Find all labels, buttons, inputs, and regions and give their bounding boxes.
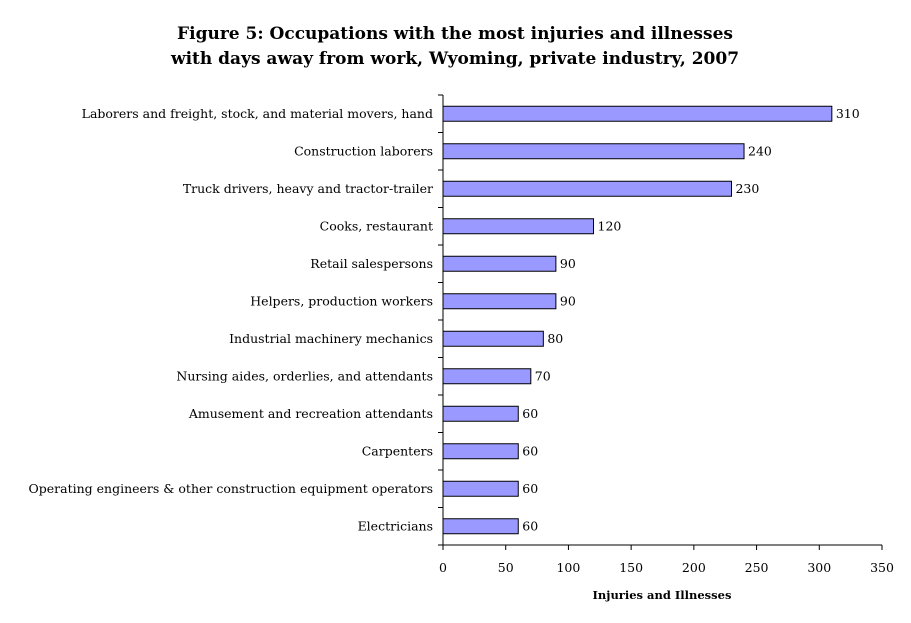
category-label-8: Amusement and recreation attendants xyxy=(188,406,433,421)
x-tick-label-1: 50 xyxy=(498,560,514,575)
value-label-2: 230 xyxy=(735,181,759,196)
x-tick-label-2: 100 xyxy=(556,560,580,575)
bar-7 xyxy=(442,368,532,385)
value-label-1: 240 xyxy=(748,143,772,158)
bar-10 xyxy=(442,480,519,497)
bar-1 xyxy=(442,143,745,160)
category-label-6: Industrial machinery mechanics xyxy=(229,331,433,346)
x-tick-label-0: 0 xyxy=(439,560,447,575)
x-tick-label-3: 150 xyxy=(619,560,643,575)
value-label-11: 60 xyxy=(522,518,538,533)
category-labels-group: Laborers and freight, stock, and materia… xyxy=(29,106,433,534)
x-axis-title: Injuries and Illnesses xyxy=(593,588,732,602)
x-tick-label-7: 350 xyxy=(870,560,894,575)
x-tick-label-5: 250 xyxy=(745,560,769,575)
value-label-4: 90 xyxy=(560,256,576,271)
category-label-2: Truck drivers, heavy and tractor-trailer xyxy=(183,181,433,196)
bars-group xyxy=(442,105,833,535)
category-label-11: Electricians xyxy=(358,518,433,533)
chart-title-line-1: Figure 5: Occupations with the most inju… xyxy=(177,24,733,44)
x-tick-label-6: 300 xyxy=(807,560,831,575)
value-label-5: 90 xyxy=(560,293,576,308)
category-label-3: Cooks, restaurant xyxy=(320,218,433,233)
chart-title-line-2: with days away from work, Wyoming, priva… xyxy=(170,49,739,69)
value-label-9: 60 xyxy=(522,443,538,458)
value-label-3: 120 xyxy=(598,218,622,233)
category-label-5: Helpers, production workers xyxy=(250,293,433,308)
x-axis-ticks-group: 0 50 100 150 200 250 300 350 xyxy=(439,545,894,575)
category-label-4: Retail salespersons xyxy=(310,256,433,271)
bar-11 xyxy=(442,518,519,535)
bar-8 xyxy=(442,405,519,422)
value-label-8: 60 xyxy=(522,406,538,421)
value-label-7: 70 xyxy=(535,368,551,383)
bar-4 xyxy=(442,255,557,272)
y-axis-ticks-group xyxy=(438,94,443,546)
category-label-1: Construction laborers xyxy=(294,143,433,158)
bar-5 xyxy=(442,293,557,310)
category-label-0: Laborers and freight, stock, and materia… xyxy=(82,106,433,121)
x-tick-label-4: 200 xyxy=(682,560,706,575)
category-label-9: Carpenters xyxy=(362,443,433,458)
value-label-0: 310 xyxy=(836,106,860,121)
bar-6 xyxy=(442,330,544,347)
value-labels-group: 310 240 230 120 90 90 80 70 60 60 60 60 xyxy=(522,106,859,534)
bar-2 xyxy=(442,180,732,197)
category-label-10: Operating engineers & other construction… xyxy=(29,481,433,496)
bar-0 xyxy=(442,105,833,122)
value-label-6: 80 xyxy=(547,331,563,346)
bar-3 xyxy=(442,218,595,235)
category-label-7: Nursing aides, orderlies, and attendants xyxy=(176,368,433,383)
bar-9 xyxy=(442,443,519,460)
value-label-10: 60 xyxy=(522,481,538,496)
